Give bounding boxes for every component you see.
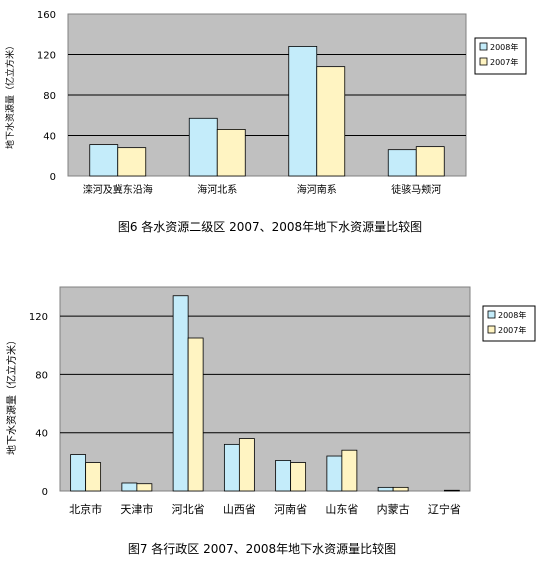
chart-1-y-tick-label: 120 xyxy=(37,51,56,62)
chart-2-bar-2007 xyxy=(238,438,255,492)
chart-2-bar-2007 xyxy=(341,449,358,492)
chart-2-bar-2007 xyxy=(443,489,460,492)
chart-1-bar-2007 xyxy=(117,147,147,177)
chart-2: 0 40 80 120 北京市 天津市 河北省 山西省 河南省 山东省 内蒙古 辽宁省 地下水资源量… xyxy=(5,286,536,556)
chart-2-y-axis-label: 地下水资源量（亿立方米） xyxy=(5,335,18,455)
chart-2-plot-area xyxy=(59,286,471,492)
chart-2-bar-2007 xyxy=(290,462,307,492)
chart-1-bar-2008 xyxy=(288,46,318,177)
chart-2-bar-2007 xyxy=(392,486,409,492)
chart-1-y-tick-label: 80 xyxy=(43,91,56,102)
chart-2-legend: 2008年 2007年 xyxy=(482,305,536,342)
chart-1-y-ticks: 0 40 80 120 160 xyxy=(37,10,56,183)
chart-1-legend-swatch-2007 xyxy=(479,57,488,66)
chart-2-gridlines xyxy=(60,315,470,434)
chart-2-x-tick-label: 山东省 xyxy=(325,503,358,516)
chart-1-bar-2007 xyxy=(316,66,346,177)
chart-2-x-tick-label: 山西省 xyxy=(223,503,256,516)
chart-2-bars xyxy=(70,295,460,492)
chart-1-bar-2008 xyxy=(188,117,218,177)
chart-2-legend-swatch-2007 xyxy=(487,325,496,334)
chart-2-bar-2007 xyxy=(136,483,153,492)
chart-2-x-ticks: 北京市 天津市 河北省 山西省 河南省 山东省 内蒙古 辽宁省 xyxy=(69,502,461,516)
chart-1-x-tick-label: 海河北系 xyxy=(197,183,237,196)
chart-2-legend-label-2007: 2007年 xyxy=(498,325,526,335)
chart-1-x-tick-label: 滦河及冀东沿海 xyxy=(83,183,153,196)
chart-2-legend-swatch-2008 xyxy=(487,310,496,319)
chart-2-x-tick-label: 辽宁省 xyxy=(428,502,461,516)
chart-2-bar-2007 xyxy=(187,337,204,492)
chart-2-y-ticks: 0 40 80 120 xyxy=(29,312,48,498)
chart-2-x-tick-label: 河南省 xyxy=(274,503,307,516)
chart-1-gridlines xyxy=(68,54,466,136)
chart-2-bar-2008 xyxy=(70,454,87,492)
chart-2-bar-2008 xyxy=(377,486,394,492)
chart-2-bar-2008 xyxy=(172,295,189,492)
chart-2-y-tick-label: 40 xyxy=(35,429,48,440)
chart-2-bar-2008 xyxy=(121,482,138,492)
chart-1-x-tick-label: 海河南系 xyxy=(297,183,337,196)
chart-2-x-tick-label: 河北省 xyxy=(172,503,205,516)
chart-1-title: 图6 各水资源二级区 2007、2008年地下水资源量比较图 xyxy=(118,219,422,234)
chart-1-legend-label-2008: 2008年 xyxy=(490,42,518,52)
chart-2-title: 图7 各行政区 2007、2008年地下水资源量比较图 xyxy=(128,541,396,556)
chart-2-y-tick-label: 80 xyxy=(35,370,48,381)
chart-1-x-tick-label: 徒骇马颊河 xyxy=(391,183,441,196)
chart-1-bar-2007 xyxy=(216,129,246,177)
chart-2-legend-label-2008: 2008年 xyxy=(498,310,526,320)
chart-1-legend-label-2007: 2007年 xyxy=(490,57,518,67)
chart-1-y-tick-label: 40 xyxy=(43,132,56,143)
chart-1-legend: 2008年 2007年 xyxy=(474,37,527,75)
chart-1-y-tick-label: 160 xyxy=(37,10,56,21)
chart-2-x-tick-label: 天津市 xyxy=(120,502,153,516)
chart-2-x-tick-label: 内蒙古 xyxy=(377,502,410,516)
chart-2-bar-2008 xyxy=(223,443,240,492)
chart-2-bar-2008 xyxy=(275,459,292,492)
chart-1-bar-2008 xyxy=(89,144,119,177)
chart-2-y-tick-label: 0 xyxy=(42,487,48,498)
chart-1-bar-2007 xyxy=(415,146,445,177)
chart-2-x-tick-label: 北京市 xyxy=(69,502,102,516)
chart-2-bar-2008 xyxy=(326,455,343,492)
chart-1-y-axis-label: 地下水资源量（亿立方米） xyxy=(4,41,16,149)
chart-1-y-tick-label: 0 xyxy=(50,172,56,183)
chart-1-bars xyxy=(89,46,445,177)
chart-1-x-ticks: 滦河及冀东沿海 海河北系 海河南系 徒骇马颊河 xyxy=(83,183,442,196)
chart-1-legend-swatch-2008 xyxy=(479,42,488,51)
chart-2-y-tick-label: 120 xyxy=(29,312,48,323)
chart-1: 0 40 80 120 160 滦河及冀东沿海 海河北系 海河南系 徒骇马颊河 地下水资源量（… xyxy=(4,10,527,234)
chart-1-bar-2008 xyxy=(387,149,417,177)
chart-2-bar-2007 xyxy=(85,462,102,492)
